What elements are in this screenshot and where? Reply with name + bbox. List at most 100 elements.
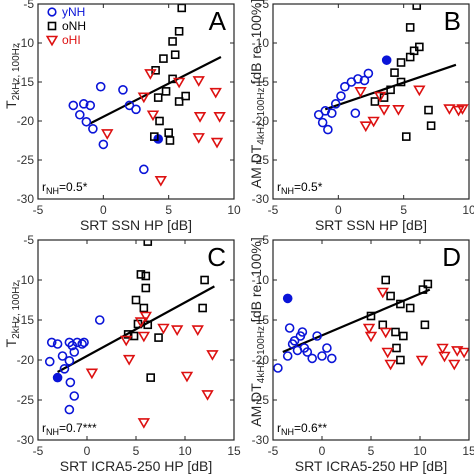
plot-area xyxy=(313,4,469,141)
ohi-point xyxy=(443,104,456,115)
onh-point xyxy=(366,311,376,321)
x-tick-label: 5 xyxy=(165,203,172,217)
ohi-point xyxy=(85,368,99,380)
x-tick-label: -5 xyxy=(33,444,44,458)
ohi-point xyxy=(415,355,429,367)
x-axis-label: SRT SSN HP [dB] xyxy=(315,217,427,233)
ohi-point xyxy=(137,418,151,429)
onh-point xyxy=(149,132,159,141)
ohi-point xyxy=(201,390,214,401)
y-tick-label: -30 xyxy=(252,192,270,206)
onh-point xyxy=(161,87,171,96)
ynh-point xyxy=(118,85,128,95)
ohi-point xyxy=(367,116,380,128)
ohi-point xyxy=(134,317,148,328)
onh-point xyxy=(174,97,184,106)
onh-point xyxy=(174,26,184,36)
ohi-point xyxy=(377,105,391,116)
ynh-point xyxy=(72,337,82,348)
ynh-point xyxy=(69,347,80,357)
x-tick-label: 10 xyxy=(462,203,474,217)
ynh-filled-point xyxy=(52,372,63,383)
onh-point xyxy=(378,320,388,330)
onh-point xyxy=(405,303,415,313)
panel-letter: B xyxy=(444,6,461,36)
ohi-point xyxy=(413,85,426,97)
y-tick-label: -5 xyxy=(258,233,269,247)
x-tick-label: 10 xyxy=(178,444,192,458)
onh-point xyxy=(146,373,155,382)
x-tick-label: 0 xyxy=(319,444,326,458)
ohi-point xyxy=(451,346,464,357)
ynh-point xyxy=(46,337,57,348)
ynh-point xyxy=(323,124,333,135)
onh-point xyxy=(396,355,405,365)
x-tick-label: 10 xyxy=(227,203,241,217)
plot-area xyxy=(68,4,226,187)
ohi-point xyxy=(373,91,387,103)
ohi-point xyxy=(392,105,405,116)
x-tick-label: 10 xyxy=(413,444,427,458)
correlation-annotation: rNH=0.6** xyxy=(277,421,327,437)
ohi-point xyxy=(144,69,157,80)
panel-letter: D xyxy=(442,242,461,272)
x-tick-label: 5 xyxy=(368,444,375,458)
ohi-point xyxy=(137,331,151,343)
y-axis-label: AM DT4kHz, 100Hz [dB re. 100%] xyxy=(248,0,267,188)
ohi-point xyxy=(180,371,194,383)
ohi-point xyxy=(193,112,207,123)
plot-area xyxy=(273,275,469,373)
onh-point xyxy=(386,85,395,95)
y-tick-label: -5 xyxy=(23,233,34,247)
ynh-point xyxy=(81,116,92,127)
y-axis-label: AM DT2kHz, 100Hz xyxy=(3,43,22,144)
ynh-point xyxy=(326,108,337,118)
y-tick-label: -10 xyxy=(252,36,270,50)
onh-point xyxy=(420,320,430,330)
onh-point xyxy=(153,93,163,102)
onh-point xyxy=(381,275,391,285)
onh-point xyxy=(159,54,168,63)
axes-box xyxy=(37,3,235,200)
y-tick-label: -20 xyxy=(17,114,35,128)
onh-point xyxy=(168,37,177,46)
legend-triangle-icon xyxy=(45,35,59,47)
y-tick-label: -20 xyxy=(252,114,270,128)
ohi-point xyxy=(154,175,168,187)
onh-point xyxy=(423,279,433,289)
onh-point xyxy=(399,331,408,341)
ohi-point xyxy=(448,359,461,371)
ynh-point xyxy=(94,315,105,325)
ynh-filled-point xyxy=(381,55,392,65)
ynh-point xyxy=(317,351,327,361)
ohi-point xyxy=(192,133,205,144)
onh-point xyxy=(143,320,153,330)
y-axis-label: AM DT4kHz, 100Hz [dB re. 100%] xyxy=(248,237,267,427)
correlation-annotation: rNH=0.5* xyxy=(277,180,323,196)
ynh-point xyxy=(273,363,283,373)
ohi-point xyxy=(170,325,184,336)
ohi-point xyxy=(457,347,469,359)
ynh-point xyxy=(317,117,328,128)
ynh-point xyxy=(307,353,318,364)
onh-point xyxy=(426,121,436,130)
ynh-filled-point xyxy=(282,293,293,304)
ynh-point xyxy=(353,74,363,84)
y-tick-label: -30 xyxy=(17,433,35,447)
ohi-point xyxy=(137,92,151,104)
legend-item-ohi: oHI xyxy=(45,33,81,47)
x-tick-label: 0 xyxy=(84,444,91,458)
onh-point xyxy=(123,330,133,339)
onh-point xyxy=(131,295,141,305)
correlation-annotation: rNH=0.7*** xyxy=(42,421,97,437)
ynh-point xyxy=(359,75,370,86)
onh-point xyxy=(386,291,395,301)
ynh-point xyxy=(336,91,346,101)
onh-point xyxy=(164,128,173,137)
regression-line xyxy=(57,285,215,373)
onh-point xyxy=(370,97,380,106)
ynh-point xyxy=(302,347,313,357)
ohi-point xyxy=(157,323,170,335)
